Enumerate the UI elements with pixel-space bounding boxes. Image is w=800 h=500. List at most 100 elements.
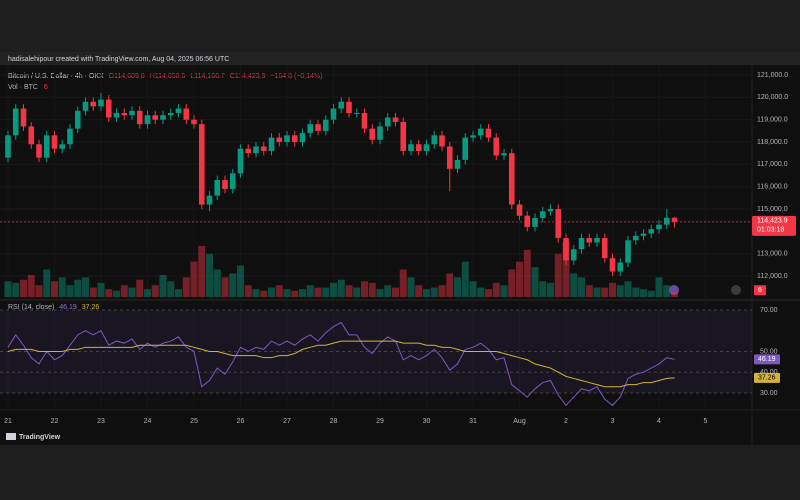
volume-bar xyxy=(593,287,601,297)
volume-bar xyxy=(640,289,647,297)
volume-bar xyxy=(477,287,485,297)
candle-body xyxy=(423,144,430,151)
x-tick-label: 5 xyxy=(704,418,708,425)
volume-bar xyxy=(229,273,237,297)
candle-body xyxy=(663,217,670,225)
x-tick-label: 24 xyxy=(144,418,152,425)
volume-bar xyxy=(252,289,260,297)
candle-body xyxy=(524,215,531,227)
rsi-legend-value: 46.19 xyxy=(59,304,77,311)
candle-body xyxy=(105,99,112,118)
legend-change: −164.8 (−0.14%) xyxy=(270,73,322,80)
candle-body xyxy=(229,173,236,189)
candle-body xyxy=(245,148,252,154)
candle-body xyxy=(214,179,221,196)
candle-body xyxy=(400,121,407,151)
volume-bar xyxy=(206,253,213,297)
candle-body xyxy=(353,113,360,115)
volume-bar xyxy=(144,289,151,297)
candle-body xyxy=(586,238,593,243)
volume-bar xyxy=(43,269,51,297)
candle-body xyxy=(570,249,577,261)
candle-body xyxy=(594,238,600,243)
volume-bar xyxy=(74,279,82,297)
volume-bar xyxy=(384,285,392,297)
candle-body xyxy=(90,101,97,107)
volume-bar xyxy=(175,289,182,297)
rsi-line xyxy=(7,321,675,407)
rsi-ma-line xyxy=(7,340,675,388)
candle-body xyxy=(129,110,135,116)
candle-body xyxy=(477,128,484,136)
volume-bar xyxy=(516,261,523,297)
volume-bar xyxy=(601,287,609,297)
candle-body xyxy=(625,240,631,263)
volume-bar xyxy=(663,285,671,297)
volume-bar xyxy=(469,281,477,297)
volume-bar xyxy=(407,277,415,297)
volume-bar xyxy=(27,275,35,297)
candle-body xyxy=(454,159,461,169)
volume-bar xyxy=(213,269,221,297)
candle-body xyxy=(121,113,128,116)
rsi-ma-badge-label: 37.26 xyxy=(758,375,776,382)
volume-bar xyxy=(299,289,306,297)
volume-bar xyxy=(51,281,58,297)
volume-bar xyxy=(244,285,252,297)
candle-body xyxy=(446,146,453,169)
rsi-band xyxy=(0,309,752,393)
candle-body xyxy=(632,235,639,241)
x-tick-label: Aug xyxy=(513,418,526,425)
candle-body xyxy=(67,128,73,145)
candle-body xyxy=(532,217,538,227)
candle-body xyxy=(408,144,414,151)
candle-body xyxy=(547,209,554,212)
candle-body xyxy=(276,137,283,143)
volume-bar xyxy=(58,277,66,297)
y-tick-label: 118,000.0 xyxy=(757,139,788,146)
x-tick-label: 31 xyxy=(469,418,477,425)
candle-body xyxy=(175,108,182,114)
candle-body xyxy=(338,101,345,109)
candle-body xyxy=(439,135,445,147)
candle-body xyxy=(369,128,376,140)
x-tick-label: 26 xyxy=(237,418,245,425)
candle-body xyxy=(377,126,383,140)
candle-body xyxy=(508,153,515,205)
candle-body xyxy=(493,137,500,156)
volume-bar xyxy=(20,279,27,297)
candle-body xyxy=(640,233,647,236)
candle-body xyxy=(144,115,151,125)
volume-bar xyxy=(353,287,361,297)
x-tick-label: 28 xyxy=(330,418,338,425)
header: hadisalehipour created with TradingView.… xyxy=(8,56,229,63)
candle-body xyxy=(5,135,11,158)
y-tick-label: 121,000.0 xyxy=(757,72,788,79)
candle-body xyxy=(361,113,368,129)
volume-bar xyxy=(415,285,423,297)
legend-high: H114,650.5 xyxy=(150,73,186,80)
volume-bar xyxy=(128,287,136,297)
volume-bar xyxy=(554,253,562,297)
volume-bar xyxy=(624,281,632,297)
volume-bar xyxy=(438,285,446,297)
candle-body xyxy=(431,135,438,145)
rsi-title: RSI (14, close) xyxy=(8,304,54,311)
x-tick-label: 27 xyxy=(283,418,291,425)
candle-body xyxy=(485,128,492,138)
x-tick-label: 30 xyxy=(423,418,431,425)
legend-open: O114,609.8 xyxy=(109,73,145,80)
candle-body xyxy=(315,124,321,131)
volume-bar xyxy=(12,282,20,297)
volume-bar xyxy=(97,282,105,297)
candle-body xyxy=(384,117,391,127)
symbol-title: Bitcoin / U.S. Dollar · 4h · OKX xyxy=(8,73,104,80)
candle-body xyxy=(268,137,275,151)
y-tick-label: 113,000.0 xyxy=(757,251,788,258)
volume-bar xyxy=(345,285,353,297)
volume-bar xyxy=(105,289,113,297)
volume-bar xyxy=(198,245,206,297)
volume-bar xyxy=(446,273,454,297)
